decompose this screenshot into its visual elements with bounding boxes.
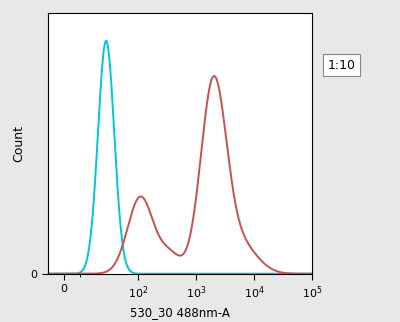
X-axis label: 530_30 488nm-A: 530_30 488nm-A (130, 306, 230, 319)
Y-axis label: Count: Count (12, 125, 25, 162)
Text: 1:10: 1:10 (328, 59, 356, 71)
